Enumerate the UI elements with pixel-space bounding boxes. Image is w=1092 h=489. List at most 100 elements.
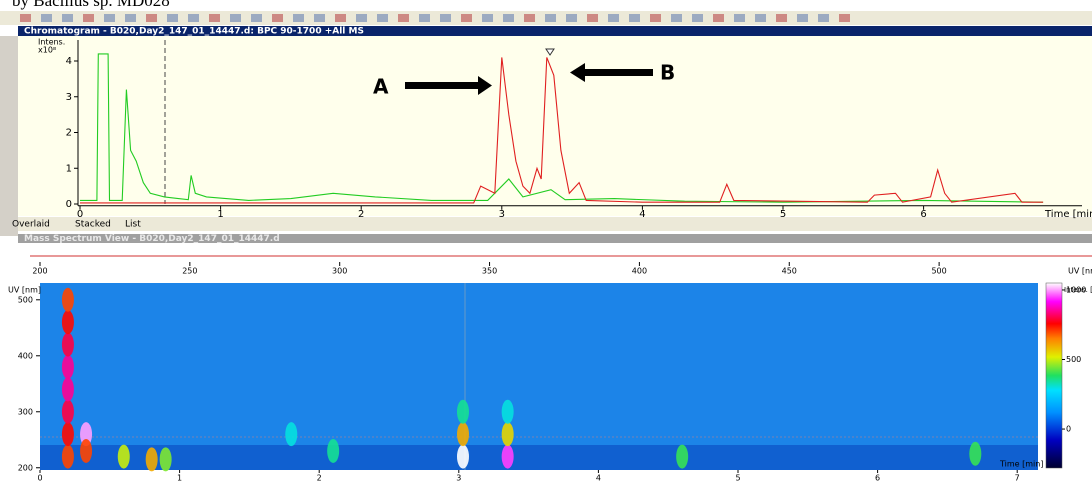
x-tick-label: 1 — [217, 209, 223, 220]
colorbar-tick-label: 500 — [1066, 355, 1081, 364]
heat-spot — [62, 377, 74, 401]
x-tick-label: 2 — [358, 209, 364, 220]
toolbar-icon[interactable] — [797, 14, 808, 22]
toolbar-icon[interactable] — [188, 14, 199, 22]
tab-overlaid[interactable]: Overlaid — [12, 220, 50, 230]
heat-spot — [62, 400, 74, 424]
spectrum-tick-label: 450 — [782, 267, 797, 276]
toolbar-icon[interactable] — [440, 14, 451, 22]
toolbar-icon[interactable] — [629, 14, 640, 22]
x-tick-label: 1 — [177, 474, 182, 483]
heat-spot — [146, 447, 158, 471]
toolbar-icon[interactable] — [272, 14, 283, 22]
toolbar-icon[interactable] — [356, 14, 367, 22]
heat-spot — [969, 442, 981, 466]
y-tick-label: 2 — [66, 128, 72, 139]
spectrum-axis-label: UV [nm] — [1068, 267, 1092, 276]
heat-spot — [80, 439, 92, 463]
toolbar-icon[interactable] — [209, 14, 220, 22]
toolbar-icon[interactable] — [62, 14, 73, 22]
heatmap-area — [40, 283, 1038, 470]
toolbar-icon[interactable] — [671, 14, 682, 22]
screen: by Bacillus sp. MD028 Chromatogram - B02… — [0, 0, 1092, 485]
heat-spot — [457, 422, 469, 446]
heat-spot — [118, 445, 130, 469]
toolbar-icon[interactable] — [104, 14, 115, 22]
toolbar-icon[interactable] — [818, 14, 829, 22]
heat-spot — [160, 447, 172, 471]
x-tick-label: 0 — [77, 209, 83, 220]
toolbar-icon[interactable] — [167, 14, 178, 22]
heat-spot — [457, 445, 469, 469]
toolbar — [0, 11, 1092, 25]
heat-spot — [327, 439, 339, 463]
y-tick-label: 400 — [18, 351, 33, 360]
toolbar-icon[interactable] — [482, 14, 493, 22]
toolbar-icon[interactable] — [419, 14, 430, 22]
toolbar-icon[interactable] — [755, 14, 766, 22]
toolbar-icon[interactable] — [335, 14, 346, 22]
window-title: Mass Spectrum View - B020,Day2_147_01_14… — [24, 234, 280, 244]
x-axis-label: Time [min] — [1044, 209, 1092, 220]
toolbar-icon[interactable] — [125, 14, 136, 22]
annotation-b: B — [660, 61, 675, 85]
heat-spot — [62, 333, 74, 357]
spectrum-tick-label: 500 — [931, 267, 946, 276]
toolbar-icon[interactable] — [650, 14, 661, 22]
toolbar-icon[interactable] — [461, 14, 472, 22]
toolbar-icon[interactable] — [20, 14, 31, 22]
heat-spot — [62, 445, 74, 469]
x-tick-label: 4 — [596, 474, 601, 483]
x-tick-label: 3 — [456, 474, 461, 483]
heat-spot — [285, 422, 297, 446]
toolbar-icon[interactable] — [251, 14, 262, 22]
arrow-b — [583, 69, 653, 76]
toolbar-icon[interactable] — [503, 14, 514, 22]
toolbar-icon[interactable] — [83, 14, 94, 22]
toolbar-icon[interactable] — [41, 14, 52, 22]
toolbar-icon[interactable] — [146, 14, 157, 22]
toolbar-icon[interactable] — [587, 14, 598, 22]
x-tick-label: 2 — [317, 474, 322, 483]
heatmap-baseline-band — [40, 445, 1038, 470]
toolbar-icon[interactable] — [314, 14, 325, 22]
toolbar-icon[interactable] — [734, 14, 745, 22]
heat-spot — [457, 400, 469, 424]
toolbar-icon[interactable] — [230, 14, 241, 22]
heat-spot — [62, 355, 74, 379]
toolbar-icon[interactable] — [608, 14, 619, 22]
spectrum-tick-label: 250 — [182, 267, 197, 276]
toolbar-icon[interactable] — [566, 14, 577, 22]
heat-spot — [502, 445, 514, 469]
toolbar-icon[interactable] — [692, 14, 703, 22]
tab-list[interactable]: List — [125, 220, 141, 230]
tab-stacked[interactable]: Stacked — [75, 220, 111, 230]
x-tick-label: 7 — [1015, 474, 1020, 483]
toolbar-icon[interactable] — [398, 14, 409, 22]
toolbar-icon[interactable] — [839, 14, 850, 22]
colorbar — [1046, 283, 1062, 468]
heat-spot — [676, 445, 688, 469]
x-tick-label: 5 — [780, 209, 786, 220]
toolbar-icon[interactable] — [377, 14, 388, 22]
heat-spot — [62, 422, 74, 446]
heat-spot — [62, 288, 74, 312]
caption: by Bacillus sp. MD028 — [12, 0, 170, 10]
spectrum-strip — [0, 250, 1092, 278]
toolbar-icon[interactable] — [776, 14, 787, 22]
colorbar-tick-label: 0 — [1066, 425, 1071, 434]
spectrum-tick-label: 350 — [482, 267, 497, 276]
spectrum-tick-label: 200 — [32, 267, 47, 276]
heat-spot — [502, 422, 514, 446]
annotation-a: A — [373, 75, 389, 99]
y-tick-label: 500 — [18, 295, 33, 304]
toolbar-icon[interactable] — [545, 14, 556, 22]
toolbar-icon[interactable] — [713, 14, 724, 22]
x-tick-label: 3 — [499, 209, 505, 220]
heat-spot — [62, 310, 74, 334]
colorbar-tick-label: 1000 — [1066, 285, 1086, 294]
plot-area — [18, 36, 1092, 216]
toolbar-icon[interactable] — [293, 14, 304, 22]
toolbar-icon[interactable] — [524, 14, 535, 22]
heat-spot — [502, 400, 514, 424]
